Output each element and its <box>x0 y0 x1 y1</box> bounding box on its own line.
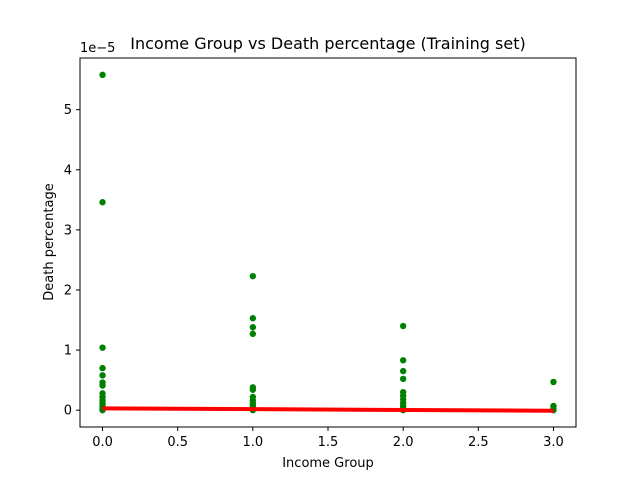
scatter-point <box>99 344 106 351</box>
y-tick-label: 0 <box>64 404 72 419</box>
y-tick-label: 5 <box>64 103 72 118</box>
scatter-point <box>249 386 257 393</box>
plot-area <box>99 71 557 414</box>
scatter-point <box>249 324 257 331</box>
scatter-point <box>99 382 106 389</box>
x-axis-label: Income Group <box>282 456 374 471</box>
scatter-point <box>249 330 257 338</box>
chart-title: Income Group vs Death percentage (Traini… <box>130 34 525 53</box>
y-axis-label: Death percentage <box>42 183 57 300</box>
y-tick-label: 3 <box>64 223 72 238</box>
scatter-point <box>399 367 407 375</box>
x-tick-label: 0.0 <box>92 435 113 450</box>
scatter-point <box>99 199 106 206</box>
scatter-point <box>249 315 257 322</box>
y-tick-label: 4 <box>64 163 72 178</box>
scatter-point <box>399 322 407 330</box>
x-tick-label: 1.0 <box>243 435 264 450</box>
regression-line <box>102 406 554 413</box>
scatter-point <box>99 364 106 372</box>
y-tick-label: 2 <box>64 283 72 298</box>
scatter-point <box>550 378 557 386</box>
scatter-point <box>99 71 106 79</box>
x-axis: 0.0 0.5 1.0 1.5 2.0 2.5 3.0 <box>92 427 564 450</box>
x-tick-label: 1.5 <box>318 435 339 450</box>
y-axis: 0 1 2 3 4 5 <box>64 103 80 419</box>
scatter-point <box>249 272 257 280</box>
y-tick-label: 1 <box>64 344 72 359</box>
x-tick-label: 2.5 <box>468 435 489 450</box>
x-tick-label: 0.5 <box>167 435 188 450</box>
y-scale-offset: 1e−5 <box>80 41 115 56</box>
scatter-point <box>399 375 407 383</box>
x-tick-label: 2.0 <box>393 435 414 450</box>
scatter-point <box>399 357 407 364</box>
scatter-point <box>99 372 106 379</box>
x-tick-label: 3.0 <box>543 435 564 450</box>
